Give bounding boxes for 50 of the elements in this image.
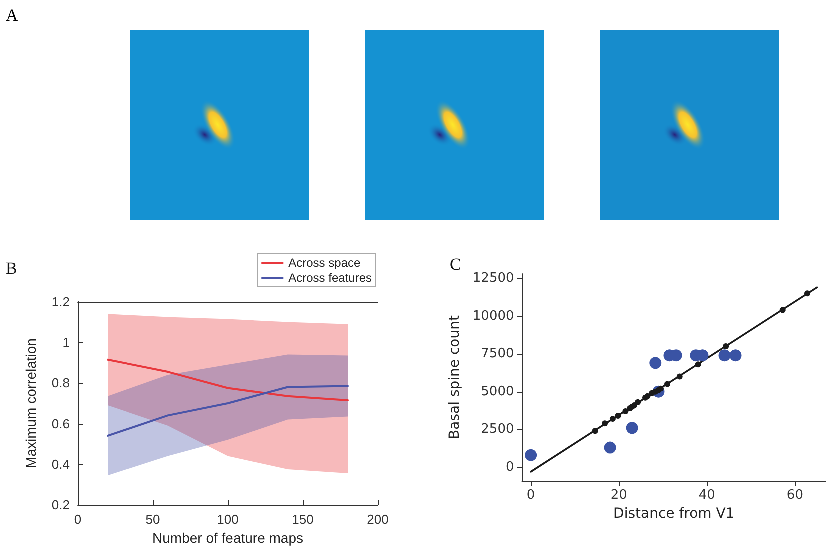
y-axis-title: Basal spine count bbox=[447, 315, 463, 440]
x-tick-label: 60 bbox=[786, 488, 804, 503]
point bbox=[780, 307, 786, 314]
x-tick-label: 0 bbox=[526, 488, 536, 503]
point bbox=[626, 422, 638, 434]
line-series bbox=[107, 385, 349, 437]
point bbox=[695, 362, 702, 368]
x-axis-title: Number of feature maps bbox=[152, 530, 304, 546]
x-tick-label: 100 bbox=[217, 512, 239, 527]
legend-label: Across space bbox=[288, 256, 361, 270]
point bbox=[622, 408, 629, 414]
y-tick-label: 5000 bbox=[481, 384, 514, 400]
point bbox=[723, 344, 730, 350]
point bbox=[602, 420, 608, 427]
point bbox=[615, 413, 622, 420]
y-tick-label: 0.6 bbox=[52, 416, 70, 432]
y-tick-label: 1 bbox=[62, 335, 70, 350]
point bbox=[610, 416, 616, 422]
point bbox=[664, 381, 671, 388]
x-tick-label: 0 bbox=[74, 512, 82, 527]
legend-label: Across features bbox=[288, 271, 372, 285]
y-tick-label: 0.4 bbox=[52, 456, 70, 472]
y-axis-title: Maximum correlation bbox=[23, 338, 39, 468]
text: B bbox=[6, 259, 18, 278]
y-tick-label: 0 bbox=[506, 460, 514, 475]
x-axis-title: Distance from V1 bbox=[614, 506, 735, 522]
point bbox=[804, 290, 811, 297]
point bbox=[718, 350, 731, 362]
point bbox=[650, 357, 662, 370]
point bbox=[730, 350, 742, 362]
y-tick-label: 10000 bbox=[472, 308, 514, 324]
point bbox=[676, 374, 683, 380]
line-series bbox=[107, 358, 349, 402]
text: C bbox=[450, 255, 462, 274]
text: A bbox=[6, 6, 18, 26]
y-tick-label: 7500 bbox=[481, 346, 514, 362]
point bbox=[525, 449, 538, 462]
point bbox=[635, 399, 642, 406]
point bbox=[592, 428, 598, 434]
x-tick-label: 20 bbox=[610, 488, 628, 503]
y-tick-label: 12500 bbox=[472, 271, 514, 286]
y-tick-label: 0.8 bbox=[52, 376, 70, 391]
y-tick-label: 2500 bbox=[481, 422, 514, 438]
y-tick-label: 1.2 bbox=[52, 294, 70, 310]
point bbox=[604, 442, 616, 454]
x-tick-label: 150 bbox=[292, 512, 314, 527]
x-tick-label: 40 bbox=[698, 488, 716, 503]
x-tick-label: 50 bbox=[146, 512, 160, 527]
y-tick-label: 0.2 bbox=[52, 498, 70, 512]
x-tick-label: 200 bbox=[367, 512, 389, 527]
